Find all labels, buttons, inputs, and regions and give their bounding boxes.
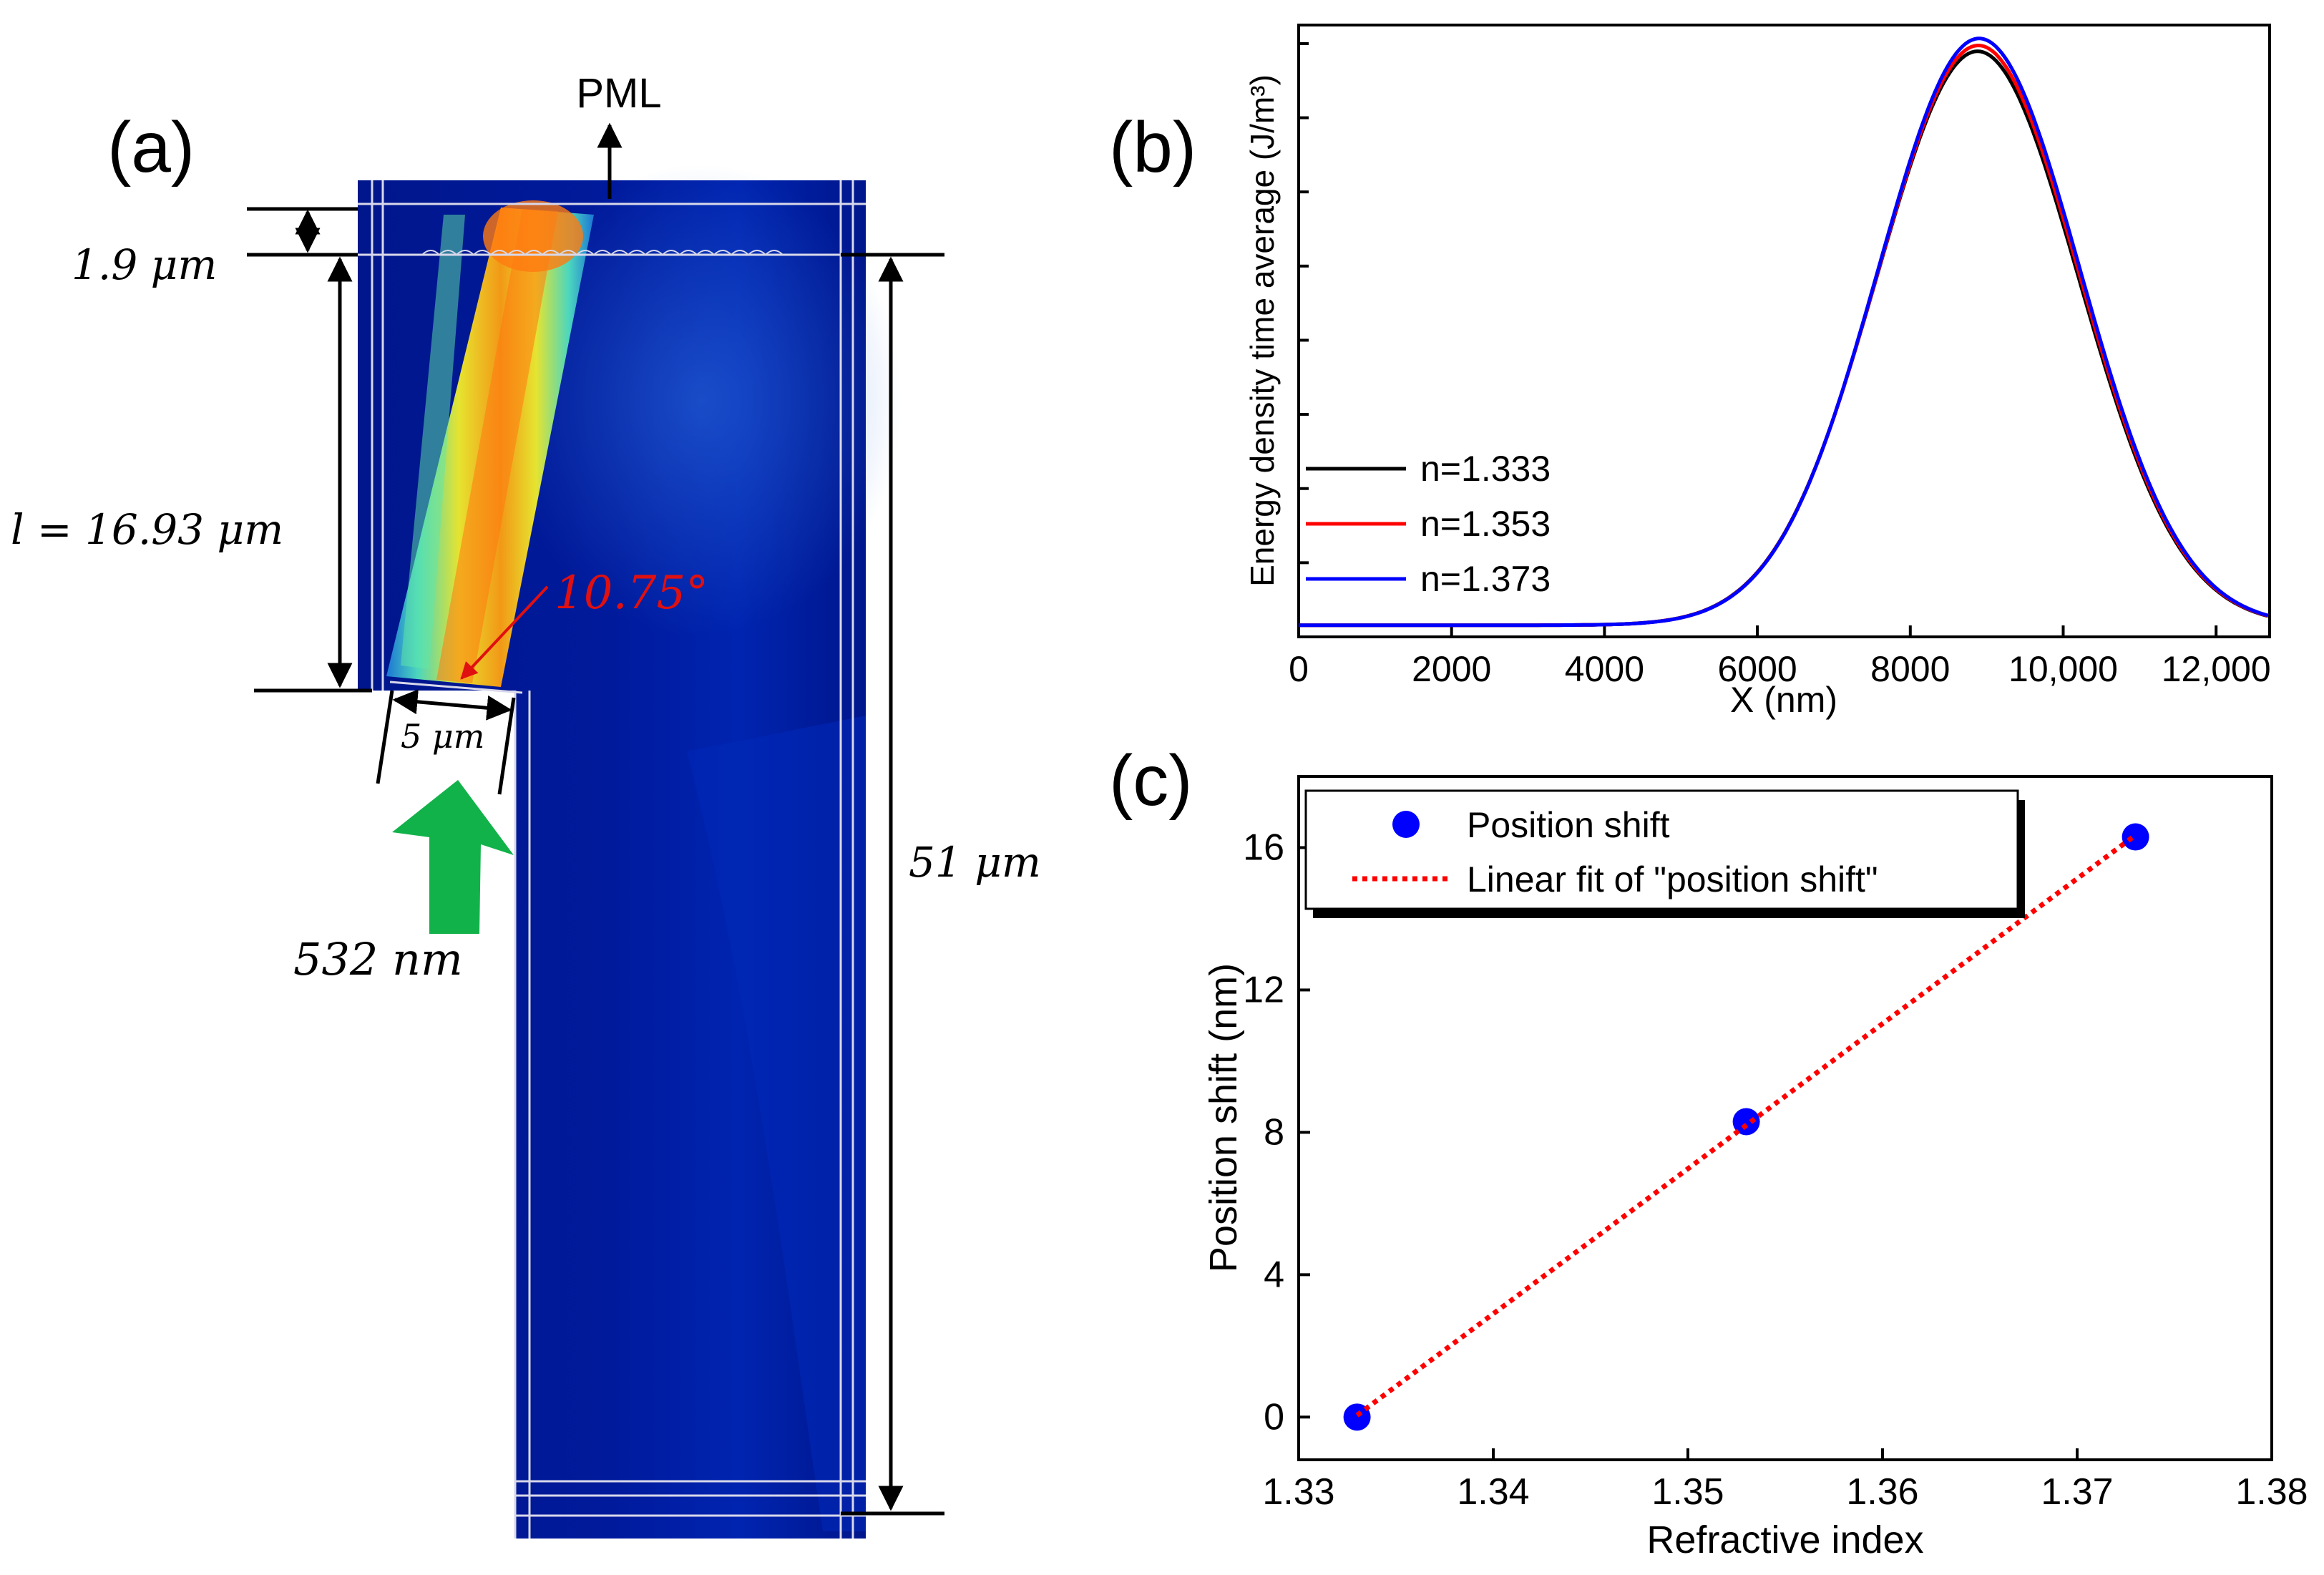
legend-label-n=1.373: n=1.373 xyxy=(1420,559,1551,599)
panel-b-label: (b) xyxy=(1109,107,1196,187)
chart-b-legend: n=1.333 n=1.353 n=1.373 xyxy=(1306,449,1551,599)
legend-label-fit: Linear fit of "position shift" xyxy=(1467,859,1878,899)
chart-b-frame xyxy=(1297,24,2271,638)
incident-light-arrow xyxy=(392,780,514,934)
chart-c-ytick-label: 0 xyxy=(1264,1396,1284,1438)
chart-c-point xyxy=(2122,823,2149,851)
light-beam-inner xyxy=(436,209,558,683)
dim-height-label: 51 μm xyxy=(909,838,1041,887)
chart-c-point xyxy=(1732,1108,1760,1136)
dimension-lines xyxy=(247,207,944,1516)
chart-b-xlabel: X (nm) xyxy=(1730,680,1837,720)
chart-c-ytick-label: 16 xyxy=(1243,826,1284,868)
chart-b-series xyxy=(1299,36,2269,628)
chart-c-ytick-label: 4 xyxy=(1264,1254,1284,1295)
panel-b-energy-chart: (b) 0 2000 4000 6000 8000 10,000 12,000 n=1.33… xyxy=(1109,24,2271,720)
chart-c-frame xyxy=(1297,775,2273,1461)
beam-hotspot xyxy=(483,200,583,272)
angle-pointer xyxy=(460,585,549,680)
panel-c-label: (c) xyxy=(1109,741,1193,821)
chart-b-xtick-label: 2000 xyxy=(1412,649,1491,689)
chart-c-legend: Position shift Linear fit of "position sh… xyxy=(1304,789,2025,918)
chart-c-y-ticks: 0 4 8 12 16 xyxy=(1243,826,1310,1438)
chart-c-xtick-label: 1.37 xyxy=(2041,1471,2113,1513)
dim-aperture-label: 5 μm xyxy=(401,717,484,756)
chart-c-xtick-label: 1.33 xyxy=(1262,1471,1334,1513)
legend-box xyxy=(1304,789,2019,910)
chart-c-xtick-label: 1.36 xyxy=(1846,1471,1918,1513)
chart-b-line-n=1.373 xyxy=(1299,36,2269,628)
chart-b-xtick-label: 8000 xyxy=(1870,649,1950,689)
field-glow xyxy=(501,165,902,637)
wavelength-label: 532 nm xyxy=(293,933,463,985)
lower-field-glow xyxy=(687,716,866,1531)
chart-c-xtick-label: 1.35 xyxy=(1651,1471,1724,1513)
chart-c-x-ticks: 1.33 1.34 1.35 1.36 1.37 1.38 xyxy=(1262,1448,2308,1513)
chart-c-xtick-label: 1.34 xyxy=(1457,1471,1529,1513)
chart-c-ytick-label: 12 xyxy=(1243,969,1284,1010)
dim-top-label: 1.9 μm xyxy=(72,240,217,289)
chart-b-xtick-label: 10,000 xyxy=(2008,649,2118,689)
panel-a-simulation: (a) PML xyxy=(11,70,1041,1539)
chart-b-xtick-label: 6000 xyxy=(1717,649,1797,689)
chart-b-xtick-label: 12,000 xyxy=(2162,649,2271,689)
panel-c-shift-chart: (c) 0 4 8 12 16 1.33 1.34 1.35 1.36 1.37 1.38 Pos… xyxy=(1109,741,2308,1561)
dim-length-label: l = 16.93 μm xyxy=(11,505,283,554)
chart-c-fit-line xyxy=(1355,833,2137,1418)
legend-label-points: Position shift xyxy=(1467,805,1670,845)
chart-c-point xyxy=(1343,1403,1371,1431)
chart-c-series xyxy=(1343,823,2149,1431)
chart-c-xlabel: Refractive index xyxy=(1646,1518,1923,1561)
pml-boundaries xyxy=(358,180,866,1539)
chart-b-ylabel: Energy density time average (J/m³) xyxy=(1244,74,1281,587)
pml-label: PML xyxy=(576,70,661,117)
legend-point-swatch xyxy=(1392,811,1420,838)
panel-a-label: (a) xyxy=(107,107,195,187)
chart-b-y-ticks xyxy=(1299,42,1309,565)
legend-label-n=1.353: n=1.353 xyxy=(1420,504,1551,544)
chart-c-xtick-label: 1.38 xyxy=(2235,1471,2308,1513)
chart-c-ytick-label: 8 xyxy=(1264,1111,1284,1153)
chart-b-xtick-label: 0 xyxy=(1289,649,1309,689)
angle-label: 10.75° xyxy=(555,567,708,620)
legend-label-n=1.333: n=1.333 xyxy=(1420,449,1551,489)
chart-c-ylabel: Position shift (nm) xyxy=(1202,963,1245,1272)
chart-b-x-ticks: 0 2000 4000 6000 8000 10,000 12,000 xyxy=(1289,625,2271,689)
light-beam-secondary xyxy=(401,215,465,669)
chart-b-xtick-label: 4000 xyxy=(1565,649,1644,689)
